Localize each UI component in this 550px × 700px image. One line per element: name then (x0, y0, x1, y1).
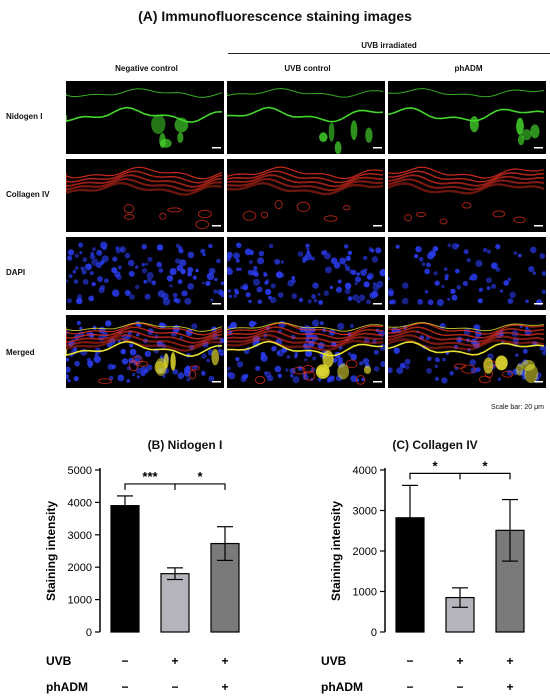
y-tick-label: 0 (86, 627, 92, 639)
y-tick-label: 3000 (353, 506, 377, 518)
nidogen-bar-chart: 0 1000 2000 3000 4000 5000 Staining intensity *… (44, 465, 240, 694)
condition-sign: + (221, 654, 228, 668)
condition-sign: − (121, 654, 128, 668)
significance-label: * (197, 469, 203, 484)
column-header-phadm: phADM (454, 64, 483, 73)
microscopy-panel (66, 237, 224, 310)
microscopy-panel (388, 81, 546, 154)
y-tick-label: 4000 (353, 465, 377, 477)
microscopy-panel (227, 315, 385, 388)
collagen-bar-chart: 0 1000 2000 3000 4000 Staining intensity * * UVB… (321, 458, 525, 694)
row-label-dapi: DAPI (6, 268, 26, 277)
microscopy-panel (388, 159, 546, 232)
microscopy-panel (227, 81, 385, 154)
condition-sign: − (171, 680, 178, 694)
row-label-merged: Merged (6, 348, 35, 357)
y-tick-label: 2000 (353, 546, 377, 558)
condition-sign: − (406, 654, 413, 668)
condition-sign: − (406, 680, 413, 694)
y-tick-label: 1000 (68, 595, 92, 607)
condition-sign: + (506, 654, 513, 668)
significance-label: * (432, 458, 438, 473)
condition-sign: − (456, 680, 463, 694)
condition-sign: + (171, 654, 178, 668)
column-header-negative-control: Negative control (115, 64, 178, 73)
condition-label: phADM (46, 680, 88, 694)
scale-bar-label: Scale bar: 20 μm (490, 404, 544, 411)
microscopy-panel (388, 315, 546, 388)
y-tick-label: 5000 (68, 465, 92, 477)
microscopy-panel (66, 315, 224, 388)
condition-sign: − (121, 680, 128, 694)
bar (160, 573, 190, 633)
condition-label: phADM (321, 680, 363, 694)
row-label-collagen: Collagen IV (6, 190, 50, 199)
condition-sign: + (221, 680, 228, 694)
figure-title: (A) Immunofluorescence staining images (138, 8, 412, 24)
microscopy-panel (227, 237, 385, 310)
chart-title-nidogen: (B) Nidogen I (147, 438, 223, 452)
y-tick-label: 0 (371, 627, 377, 639)
microscopy-panel (66, 159, 224, 232)
uvb-group-label: UVB irradiated (361, 41, 417, 50)
chart-title-collagen: (C) Collagen IV (392, 438, 478, 452)
column-header-uvb-control: UVB control (284, 64, 331, 73)
condition-label: UVB (46, 654, 72, 668)
y-tick-label: 1000 (353, 587, 377, 599)
significance-label: * (482, 458, 488, 473)
y-tick-label: 2000 (68, 562, 92, 574)
y-tick-label: 3000 (68, 530, 92, 542)
significance-label: *** (142, 469, 158, 484)
condition-sign: + (456, 654, 463, 668)
y-axis-label: Staining intensity (329, 501, 343, 601)
y-tick-label: 4000 (68, 497, 92, 509)
condition-label: UVB (321, 654, 347, 668)
condition-sign: + (506, 680, 513, 694)
uvb-group-line (228, 53, 550, 54)
microscopy-panel (66, 81, 224, 154)
microscopy-panel (227, 159, 385, 232)
bar (110, 505, 140, 633)
microscopy-panel (388, 237, 546, 310)
row-label-nidogen: Nidogen I (6, 112, 43, 121)
y-axis-label: Staining intensity (44, 501, 58, 601)
